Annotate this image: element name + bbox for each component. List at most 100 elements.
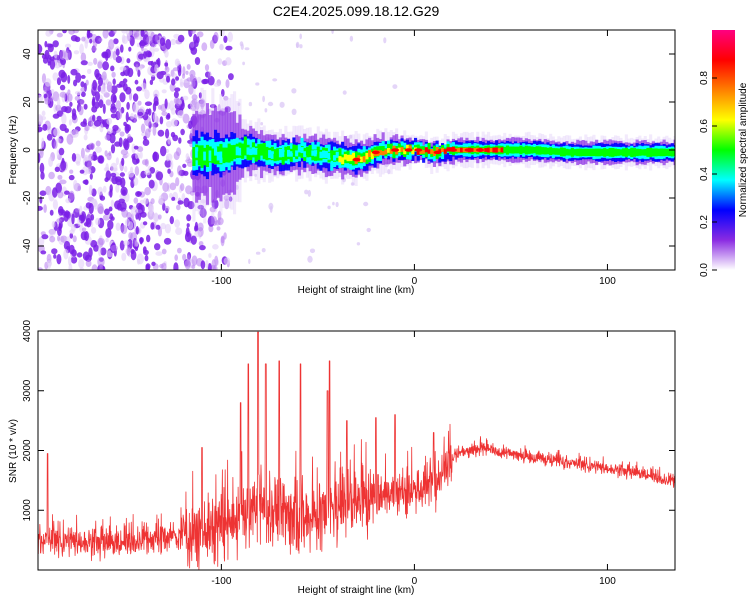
noise-blob [74,208,81,213]
noise-blob [207,215,215,227]
noise-blob [97,256,105,267]
ridge-cell [257,148,261,156]
noise-blob [110,162,118,172]
noise-blob [83,134,88,141]
noise-blob [74,90,82,95]
ridge-peak [464,148,473,152]
noise-blob [110,113,117,119]
noise-blob [77,185,82,192]
ridge-cell [251,147,255,155]
ridge-cell [460,147,464,153]
ridge-cell [589,150,593,155]
noise-blob [119,172,125,177]
noise-blob [267,101,274,107]
noise-blob [135,64,139,72]
noise-blob [213,31,219,43]
noise-blob [93,57,98,65]
noise-blob [89,173,93,180]
noise-blob [119,66,127,71]
noise-blob [64,190,70,195]
ridge-cell [316,154,320,161]
noise-blob [39,162,45,174]
noise-blob [224,198,230,210]
noise-blob [94,101,100,109]
ridge-cell [195,147,199,158]
ridge-cell [438,149,442,153]
ridge-cell [400,147,404,152]
ridge-cell [222,147,226,158]
noise-blob [152,151,160,162]
noise-blob [165,120,173,128]
noise-blob [213,82,221,87]
noise-blob [185,185,193,195]
colorbar-tick-label: 0.4 [699,167,710,181]
ridge-cell [538,148,542,153]
noise-blob [161,262,167,270]
noise-blob [291,108,297,116]
ridge-cell [487,147,491,153]
noise-blob [112,78,116,85]
noise-blob [209,39,215,49]
noise-blob [383,37,387,44]
ridge-cell [243,146,247,156]
ridge-cell [422,150,426,154]
noise-blob [366,227,371,233]
noise-blob [190,30,196,34]
noise-blob [186,64,191,70]
noise-blob [193,33,198,44]
noise-blob [140,123,146,134]
noise-blob [148,108,152,116]
noise-blob [134,166,140,176]
noise-blob [116,202,122,211]
ridge-cell [316,146,320,159]
noise-blob [58,147,65,156]
noise-blob [66,133,74,145]
snr-x-label: Height of straight line (km) [298,585,415,596]
noise-blob [51,220,56,228]
noise-blob [115,157,119,166]
ridge-cell [200,149,204,159]
noise-blob [88,184,93,196]
noise-blob [186,223,190,228]
noise-blob [220,236,225,247]
ridge-cell [370,152,374,160]
ridge-cell [462,147,466,153]
noise-blob [92,96,96,107]
noise-blob [68,30,75,35]
noise-blob [223,95,229,101]
noise-blob [64,43,72,49]
noise-blob [240,43,244,50]
ridge-cell [308,145,312,155]
noise-blob [125,111,129,123]
noise-blob [133,145,139,150]
snr-x-ticks: -100 0 100 [211,331,616,587]
ridge-cell [495,147,499,153]
noise-blob [207,75,215,86]
noise-blob [105,48,111,59]
noise-blob [307,189,311,197]
spectrogram-y-label: Frequency (Hz) [8,116,19,185]
noise-blob [85,168,92,175]
noise-blob [70,68,78,76]
snr-y-ticks: 1000 2000 3000 4000 [22,319,675,521]
noise-blob [45,30,52,37]
ridge-cell [297,144,301,153]
noise-blob [38,94,44,103]
noise-blob [331,30,334,34]
noise-blob [79,169,85,174]
noise-blob [85,259,92,267]
noise-blob [52,113,60,119]
ridge-cell [411,149,415,155]
noise-blob [172,67,179,72]
noise-blob [147,61,153,66]
noise-blob [121,252,127,262]
ridge-cell [527,147,531,153]
noise-blob [349,35,354,42]
ridge-cell [224,152,228,160]
ridge-peak [352,157,361,162]
ridge-cell [284,151,288,159]
noise-blob [207,263,212,270]
colorbar-gradient [712,30,735,270]
ridge-cell [541,148,545,153]
noise-blob [148,205,153,217]
